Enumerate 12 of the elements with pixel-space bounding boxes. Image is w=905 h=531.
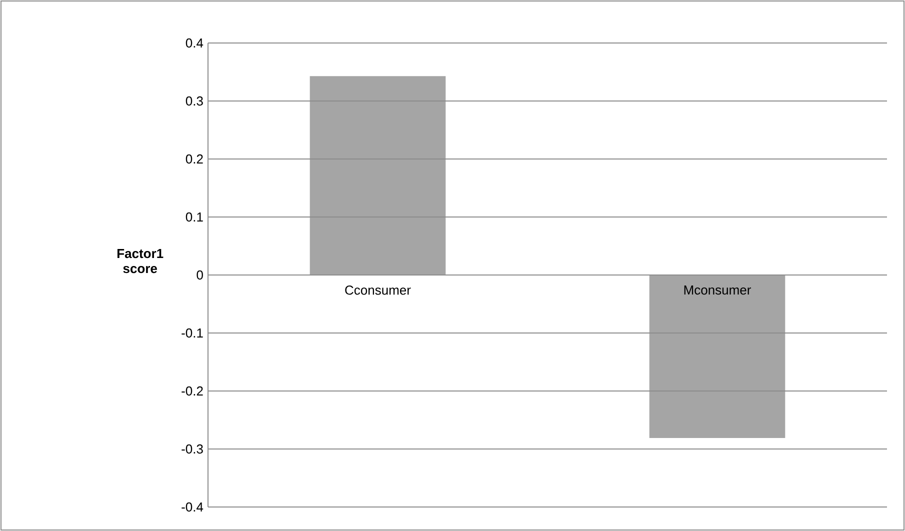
- y-tick-label: -0.2: [182, 386, 203, 396]
- y-tick-label: 0: [196, 270, 203, 280]
- x-tick-label: Mconsumer: [684, 286, 751, 295]
- y-tick-label: -0.3: [182, 444, 203, 454]
- y-tick-label: 0.2: [186, 154, 203, 164]
- y-tick-label: 0.3: [186, 96, 203, 106]
- y-axis-title: Factor1 score: [117, 249, 164, 274]
- y-tick-label: 0.4: [186, 38, 204, 48]
- y-tick-label: -0.1: [182, 328, 203, 338]
- y-tick-label: -0.4: [182, 502, 204, 512]
- y-tick-label: 0.1: [186, 212, 203, 222]
- x-tick-label: Cconsumer: [345, 286, 411, 295]
